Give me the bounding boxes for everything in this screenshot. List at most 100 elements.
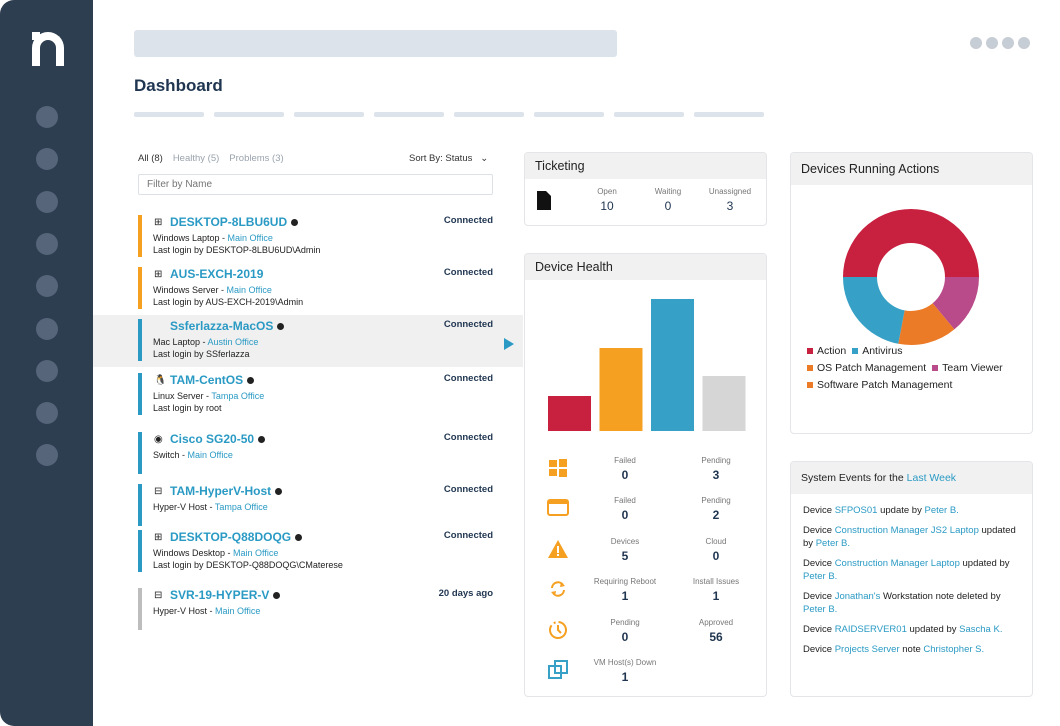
device-name-link[interactable]: DESKTOP-8LBU6UD: [170, 215, 299, 229]
donut-slice-action[interactable]: [843, 209, 979, 277]
legend-label: Antivirus: [862, 345, 903, 357]
event-link[interactable]: RAIDSERVER01: [834, 624, 907, 635]
device-name-link[interactable]: Ssferlazza-MacOS: [170, 319, 285, 333]
filter-tab[interactable]: Problems (3): [229, 153, 284, 164]
info-icon[interactable]: [275, 488, 283, 496]
event-link[interactable]: Peter B.: [803, 571, 838, 582]
filter-tab[interactable]: Healthy (5): [172, 153, 220, 164]
event-link[interactable]: Peter B.: [924, 505, 959, 516]
device-list-item[interactable]: ⊞ DESKTOP-Q88DOQG Windows Desktop - Main…: [93, 530, 523, 582]
legend-item[interactable]: Software Patch Management: [807, 379, 952, 391]
sidebar-nav-item[interactable]: [36, 148, 58, 171]
health-stat[interactable]: Approved 56: [671, 618, 761, 644]
event-link[interactable]: Projects Server: [834, 644, 900, 655]
filter-tab[interactable]: All (8): [138, 153, 163, 164]
sidebar-nav-item[interactable]: [36, 275, 58, 298]
device-health-bar-chart: [548, 299, 746, 431]
info-icon[interactable]: [273, 592, 281, 600]
search-bar-placeholder[interactable]: [134, 30, 617, 57]
sidebar-nav-item[interactable]: [36, 402, 58, 425]
location-link[interactable]: Main Office: [233, 548, 279, 558]
sidebar-nav-item[interactable]: [36, 106, 58, 128]
event-link[interactable]: Christopher S.: [923, 644, 985, 655]
hyperv-icon: ⊟: [154, 486, 163, 497]
health-stat[interactable]: Pending 0: [580, 618, 670, 644]
location-link[interactable]: Main Office: [227, 233, 273, 243]
more-menu-icon[interactable]: [970, 37, 1030, 49]
device-name-link[interactable]: TAM-CentOS: [170, 373, 255, 387]
filter-by-name-input[interactable]: [138, 174, 493, 195]
legend-item[interactable]: Antivirus: [852, 345, 902, 357]
event-text: Device: [803, 644, 835, 655]
device-name-link[interactable]: Cisco SG20-50: [170, 432, 266, 446]
legend-item[interactable]: OS Patch Management: [807, 362, 926, 374]
device-name-link[interactable]: TAM-HyperV-Host: [170, 484, 283, 498]
ticket-stat[interactable]: Open 10: [577, 187, 637, 213]
status-bar: [138, 215, 142, 257]
device-name-link[interactable]: DESKTOP-Q88DOQG: [170, 530, 303, 544]
health-stat[interactable]: VM Host(s) Down 1: [580, 658, 670, 684]
ticket-stat[interactable]: Unassigned 3: [700, 187, 760, 213]
health-bar[interactable]: [548, 396, 591, 431]
card-title: Device Health: [525, 254, 766, 280]
device-list-item[interactable]: ⊞ DESKTOP-8LBU6UD Windows Laptop - Main …: [93, 215, 523, 267]
event-link[interactable]: Construction Manager JS2 Laptop: [834, 525, 979, 536]
device-list-item[interactable]: ⊞ AUS-EXCH-2019 Windows Server - Main Of…: [93, 267, 523, 319]
info-icon[interactable]: [277, 323, 285, 331]
health-stat[interactable]: Requiring Reboot 1: [580, 577, 670, 603]
info-icon[interactable]: [291, 219, 299, 227]
location-link[interactable]: Austin Office: [207, 337, 259, 347]
legend-item[interactable]: Team Viewer: [932, 362, 1003, 374]
location-link[interactable]: Tampa Office: [214, 502, 268, 512]
event-link[interactable]: Peter B.: [803, 604, 838, 615]
event-link[interactable]: Jonathan's: [834, 591, 881, 602]
health-bar[interactable]: [651, 299, 694, 431]
sidebar-nav-item[interactable]: [36, 232, 58, 255]
health-stat[interactable]: Pending 3: [671, 456, 761, 482]
donut-slice-team-viewer[interactable]: [932, 277, 979, 330]
sidebar-nav-item[interactable]: [36, 359, 58, 382]
device-name-link[interactable]: AUS-EXCH-2019: [170, 267, 264, 281]
device-name-link[interactable]: SVR-19-HYPER-V: [170, 588, 281, 602]
info-icon[interactable]: [295, 534, 303, 542]
last-week-link[interactable]: Last Week: [906, 472, 957, 484]
stat-label: Devices: [610, 536, 640, 546]
health-stat[interactable]: Failed 0: [580, 496, 670, 522]
event-text: Device: [803, 525, 835, 536]
stat-label: Install Issues: [692, 577, 740, 587]
location-link[interactable]: Tampa Office: [211, 391, 265, 401]
health-bar[interactable]: [599, 348, 643, 431]
selected-arrow-icon: [504, 338, 514, 350]
sidebar-nav-item[interactable]: [36, 190, 58, 213]
device-list-item[interactable]: ◉ Cisco SG20-50 Switch - Main Office Con…: [93, 432, 523, 484]
sidebar-nav-item[interactable]: [36, 444, 58, 467]
event-link[interactable]: Construction Manager Laptop: [834, 558, 960, 569]
health-stat[interactable]: Pending 2: [671, 496, 761, 522]
health-stat[interactable]: Install Issues 1: [671, 577, 761, 603]
device-list-item[interactable]: Ssferlazza-MacOS Mac Laptop - Austin Off…: [93, 315, 523, 367]
health-stat[interactable]: Devices 5: [580, 537, 670, 563]
health-stat[interactable]: Cloud 0: [671, 537, 761, 563]
status-bar: [138, 267, 142, 309]
location-link[interactable]: Main Office: [226, 285, 272, 295]
device-filter-tabs: All (8) Healthy (5) Problems (3): [138, 153, 284, 164]
donut-slice-antivirus[interactable]: [843, 277, 905, 344]
health-stat[interactable]: Failed 0: [580, 456, 670, 482]
device-list-item[interactable]: 🐧 TAM-CentOS Linux Server - Tampa Office…: [93, 373, 523, 425]
sidebar-nav-item[interactable]: [36, 317, 58, 340]
ticket-stat[interactable]: Waiting 0: [638, 187, 698, 213]
event-link[interactable]: SFPOS01: [834, 505, 878, 516]
info-icon[interactable]: [247, 377, 255, 385]
stat-label: Unassigned: [708, 187, 752, 196]
event-link[interactable]: Sascha K.: [959, 624, 1003, 635]
info-icon[interactable]: [258, 436, 266, 444]
donut-slice-os-patch-management[interactable]: [898, 303, 955, 345]
health-bar[interactable]: [702, 376, 746, 431]
location-link[interactable]: Main Office: [215, 606, 261, 616]
legend-item[interactable]: Action: [807, 345, 846, 357]
device-list-item[interactable]: ⊟ SVR-19-HYPER-V Hyper-V Host - Main Off…: [93, 588, 523, 640]
event-link[interactable]: Peter B.: [815, 538, 851, 549]
device-list-item[interactable]: ⊟ TAM-HyperV-Host Hyper-V Host - Tampa O…: [93, 484, 523, 536]
location-link[interactable]: Main Office: [187, 450, 233, 460]
sort-dropdown[interactable]: Sort By: Status ⌄: [409, 153, 488, 164]
